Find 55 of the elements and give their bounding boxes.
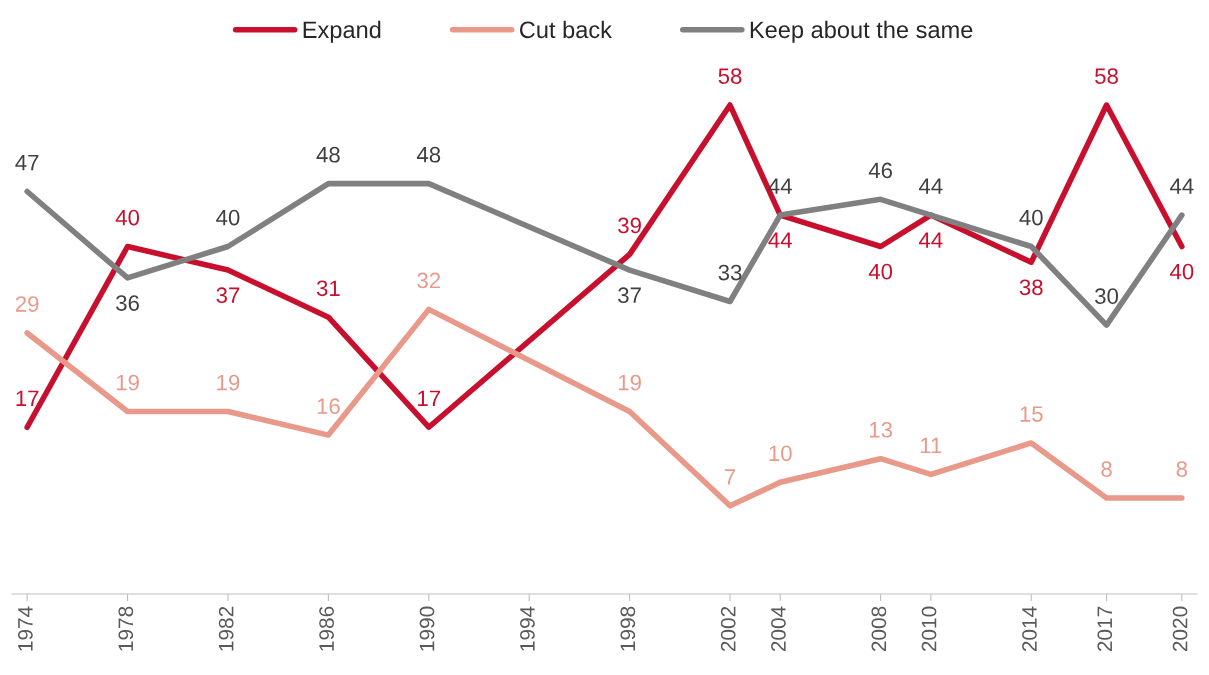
data-label: 48 xyxy=(416,146,441,163)
x-tick-label: 1998 xyxy=(620,606,636,651)
data-label: 15 xyxy=(1020,406,1043,422)
data-label: 58 xyxy=(718,68,742,84)
data-label: 37 xyxy=(618,287,641,304)
data-label: 17 xyxy=(418,390,441,406)
data-label: 33 xyxy=(718,264,742,281)
data-label: 36 xyxy=(116,295,139,311)
legend-label: Expand xyxy=(303,20,381,43)
data-label: 40 xyxy=(216,209,240,226)
x-tick-label: 1994 xyxy=(520,606,535,651)
data-label: 13 xyxy=(869,421,893,438)
legend-label: Keep about the same xyxy=(750,20,973,43)
x-tick-label: 2004 xyxy=(771,606,786,652)
x-tick-label: 1978 xyxy=(118,606,134,651)
x-tick-label: 2014 xyxy=(1022,606,1037,652)
data-label: 40 xyxy=(115,209,140,226)
data-label: 40 xyxy=(1170,263,1194,280)
data-label: 44 xyxy=(768,232,792,248)
data-label: 19 xyxy=(618,374,641,391)
data-label: 58 xyxy=(1095,68,1118,84)
data-label: 38 xyxy=(1019,279,1043,296)
data-label: 10 xyxy=(769,445,792,462)
data-label: 17 xyxy=(16,390,39,406)
data-label: 44 xyxy=(1170,178,1194,194)
legend-label: Cut back xyxy=(519,20,612,39)
data-label: 39 xyxy=(618,217,641,234)
data-label: 30 xyxy=(1095,288,1119,305)
data-label: 40 xyxy=(1019,209,1043,226)
x-tick-label: 2010 xyxy=(921,606,937,652)
data-label: 8 xyxy=(1176,461,1188,477)
data-label: 44 xyxy=(918,232,943,248)
x-tick-label: 1982 xyxy=(218,606,234,651)
data-label: 48 xyxy=(316,146,340,163)
x-tick-label: 1990 xyxy=(419,606,435,651)
data-label: 46 xyxy=(868,162,893,179)
data-label: 32 xyxy=(417,272,441,289)
x-tick-label: 1986 xyxy=(319,606,334,651)
data-label: 19 xyxy=(217,374,240,391)
x-tick-label: 2002 xyxy=(720,606,736,652)
data-label: 11 xyxy=(920,437,942,454)
data-label: 16 xyxy=(317,398,340,415)
data-label: 31 xyxy=(316,280,340,297)
x-tick-label: 2008 xyxy=(871,606,887,652)
data-label: 44 xyxy=(918,178,943,194)
x-tick-label: 1974 xyxy=(17,606,33,651)
data-label: 8 xyxy=(1101,461,1112,477)
data-label: 37 xyxy=(216,287,240,304)
data-label: 29 xyxy=(15,296,39,312)
data-label: 47 xyxy=(15,154,39,171)
data-label: 7 xyxy=(724,469,736,485)
x-tick-label: 2017 xyxy=(1097,606,1113,652)
data-label: 19 xyxy=(116,374,139,391)
data-label: 40 xyxy=(868,263,893,280)
x-tick-label: 2020 xyxy=(1172,606,1188,652)
